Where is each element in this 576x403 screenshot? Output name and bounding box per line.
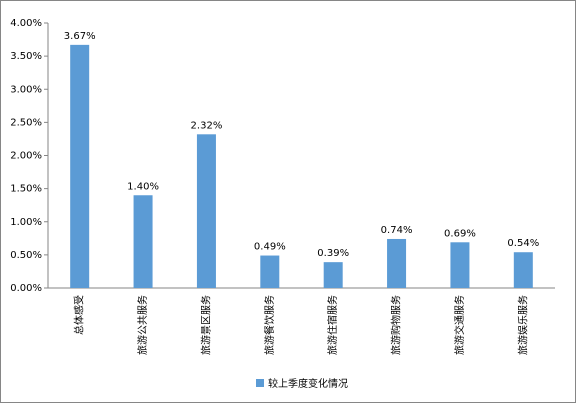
x-tick-label: 旅游住宿服务 — [326, 295, 339, 355]
y-tick-label: 2.00% — [10, 151, 42, 162]
value-label: 1.40% — [127, 181, 159, 192]
value-label: 0.69% — [444, 228, 476, 239]
value-label: 3.67% — [64, 31, 96, 42]
y-tick-label: 2.50% — [10, 117, 42, 128]
bar — [323, 262, 343, 288]
y-tick-label: 1.00% — [10, 217, 42, 228]
x-tick-label: 旅游景区服务 — [199, 295, 212, 355]
x-tick-label: 旅游购物服务 — [390, 295, 403, 355]
bar — [260, 255, 280, 288]
bar — [196, 134, 216, 288]
value-label: 0.49% — [254, 242, 286, 253]
y-tick-label: 0.00% — [10, 283, 42, 294]
value-label: 0.74% — [381, 225, 413, 236]
bar — [133, 195, 153, 288]
y-tick-label: 0.50% — [10, 250, 42, 261]
y-tick-label: 3.00% — [10, 84, 42, 95]
x-tick-label: 旅游交通服务 — [453, 295, 466, 355]
x-tick-label: 旅游餐饮服务 — [263, 295, 276, 355]
bar — [70, 44, 90, 288]
value-label: 0.39% — [317, 248, 349, 259]
x-tick-label: 总体感受 — [73, 295, 86, 335]
y-tick-label: 3.50% — [10, 51, 42, 62]
bar — [387, 238, 407, 288]
y-tick-label: 1.50% — [10, 184, 42, 195]
y-tick-label: 4.00% — [10, 18, 42, 29]
value-label: 0.54% — [507, 238, 539, 249]
x-tick-label: 旅游娱乐服务 — [516, 295, 529, 355]
legend-label: 较上季度变化情况 — [268, 377, 348, 390]
bar — [450, 242, 470, 288]
bar — [513, 252, 533, 288]
legend-swatch — [256, 379, 264, 387]
value-label: 2.32% — [191, 120, 223, 131]
x-tick-label: 旅游公共服务 — [136, 295, 149, 355]
